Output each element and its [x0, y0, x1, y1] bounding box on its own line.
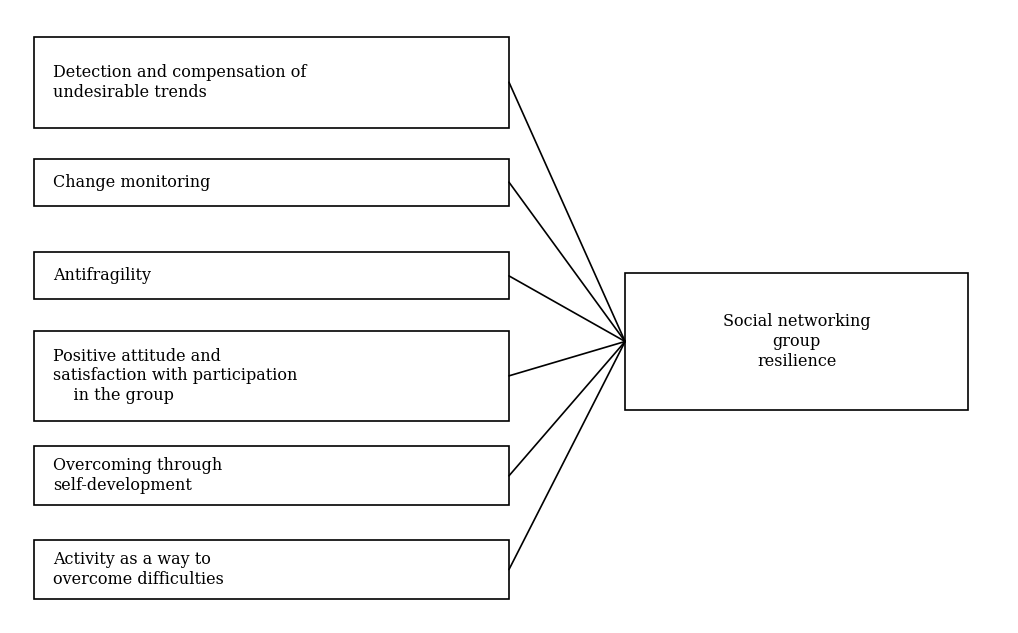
Text: Overcoming through
self-development: Overcoming through self-development	[53, 458, 222, 494]
Text: Change monitoring: Change monitoring	[53, 173, 210, 191]
Bar	[35, 253, 509, 299]
Text: Activity as a way to
overcome difficulties: Activity as a way to overcome difficulti…	[53, 551, 224, 588]
Text: Social networking
group
resilience: Social networking group resilience	[723, 313, 870, 370]
Bar	[35, 37, 509, 127]
Text: Antifragility: Antifragility	[53, 267, 151, 284]
Bar	[625, 273, 968, 410]
Text: Detection and compensation of
undesirable trends: Detection and compensation of undesirabl…	[53, 64, 306, 101]
Bar	[35, 159, 509, 206]
Bar	[35, 330, 509, 421]
Bar	[35, 540, 509, 599]
Bar	[35, 446, 509, 506]
Text: Positive attitude and
satisfaction with participation
    in the group: Positive attitude and satisfaction with …	[53, 348, 297, 404]
